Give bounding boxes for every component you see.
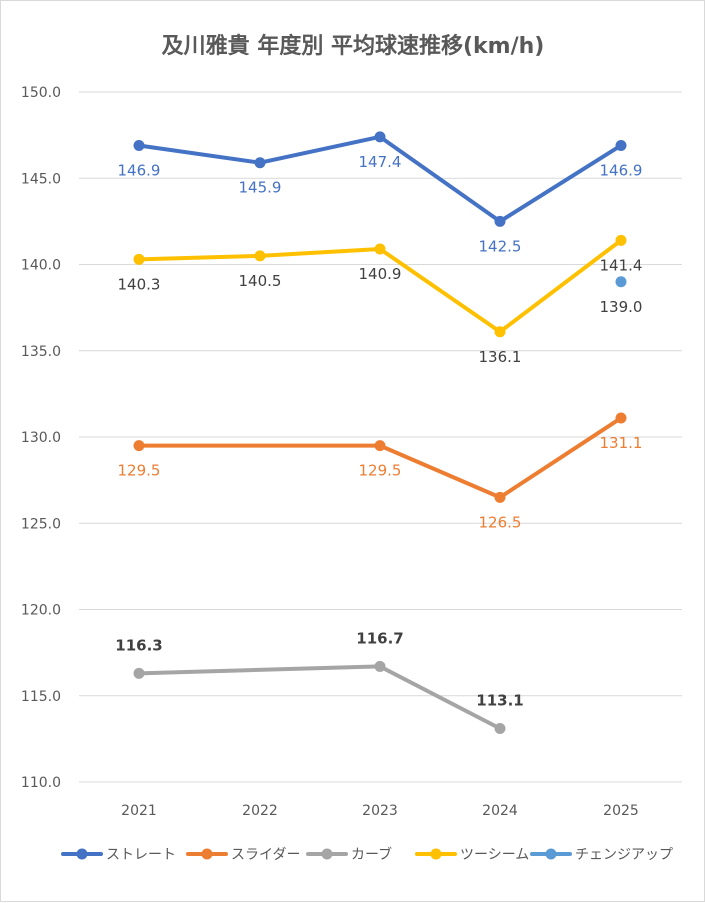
- legend-label: チェンジアップ: [575, 847, 673, 863]
- data-label: 129.5: [359, 462, 402, 480]
- x-tick-label: 2023: [362, 803, 398, 819]
- series-point: [374, 440, 386, 452]
- y-tick-label: 135.0: [21, 344, 61, 360]
- series-point: [374, 660, 386, 672]
- y-tick-label: 145.0: [21, 171, 61, 187]
- data-label: 145.9: [239, 179, 282, 197]
- data-label: 142.5: [479, 237, 522, 255]
- legend-swatch-point: [430, 848, 442, 860]
- y-tick-label: 150.0: [21, 85, 61, 101]
- series-point: [133, 667, 145, 679]
- legend-swatch-point: [545, 848, 557, 860]
- series-point: [494, 723, 506, 735]
- legend-label: ストレート: [106, 847, 176, 863]
- y-tick-label: 140.0: [21, 258, 61, 274]
- data-label: 146.9: [118, 161, 161, 179]
- x-tick-label: 2025: [603, 803, 639, 819]
- y-axis-ticks: 110.0 115.0 120.0 125.0 130.0 135.0 140.0 145.0…: [21, 85, 61, 791]
- data-label: 116.3: [115, 636, 162, 654]
- data-label: 146.9: [600, 161, 643, 179]
- series-layer: [133, 131, 627, 735]
- data-label: 126.5: [479, 513, 522, 531]
- data-label: 141.4: [600, 256, 643, 274]
- series-point: [133, 253, 145, 265]
- data-label: 140.3: [118, 275, 161, 293]
- x-tick-label: 2021: [121, 803, 157, 819]
- legend-label: カーブ: [351, 846, 392, 863]
- y-tick-label: 120.0: [21, 603, 61, 619]
- x-axis-ticks: 2021 2022 2023 2024 2025: [121, 803, 639, 819]
- series-point: [374, 131, 386, 143]
- data-label: 129.5: [118, 462, 161, 480]
- legend-swatch-point: [76, 848, 88, 860]
- x-tick-label: 2022: [242, 803, 278, 819]
- series-line: [137, 664, 502, 731]
- legend-label: スライダー: [231, 847, 300, 863]
- legend-swatch-point: [321, 848, 333, 860]
- data-label: 116.7: [356, 629, 403, 647]
- x-tick-label: 2024: [482, 803, 518, 819]
- data-label: 113.1: [476, 692, 523, 710]
- y-tick-label: 115.0: [21, 689, 61, 705]
- series-point: [133, 440, 145, 452]
- series-point: [615, 412, 627, 424]
- data-label: 140.5: [239, 272, 282, 290]
- data-label: 140.9: [359, 265, 402, 283]
- series-point: [254, 250, 266, 262]
- legend-swatch-point: [201, 848, 213, 860]
- series-point: [494, 326, 506, 338]
- y-tick-label: 130.0: [21, 430, 61, 446]
- series-point: [254, 157, 266, 169]
- series-point: [615, 276, 627, 288]
- chart-title: 及川雅貴 年度別 平均球速推移(km/h): [162, 33, 545, 59]
- y-tick-label: 110.0: [21, 775, 61, 791]
- series-point: [494, 215, 506, 227]
- data-labels: 146.9 145.9 147.4 142.5 146.9 129.5 129.5 126.5…: [115, 153, 642, 710]
- series-line: [137, 134, 623, 224]
- series-point: [615, 139, 627, 151]
- series-line: [137, 416, 623, 500]
- series-point: [374, 243, 386, 255]
- data-label: 136.1: [479, 348, 522, 366]
- gridlines: [79, 91, 682, 783]
- legend-label: ツーシーム: [460, 847, 529, 863]
- series-point: [615, 234, 627, 246]
- data-label: 139.0: [600, 298, 643, 316]
- y-tick-label: 125.0: [21, 516, 61, 532]
- data-label: 131.1: [600, 434, 643, 452]
- series-point: [133, 139, 145, 151]
- data-label: 147.4: [359, 153, 402, 171]
- legend: ストレート スライダー カーブ ツーシーム チェンジアップ: [61, 846, 673, 863]
- series-point: [494, 491, 506, 503]
